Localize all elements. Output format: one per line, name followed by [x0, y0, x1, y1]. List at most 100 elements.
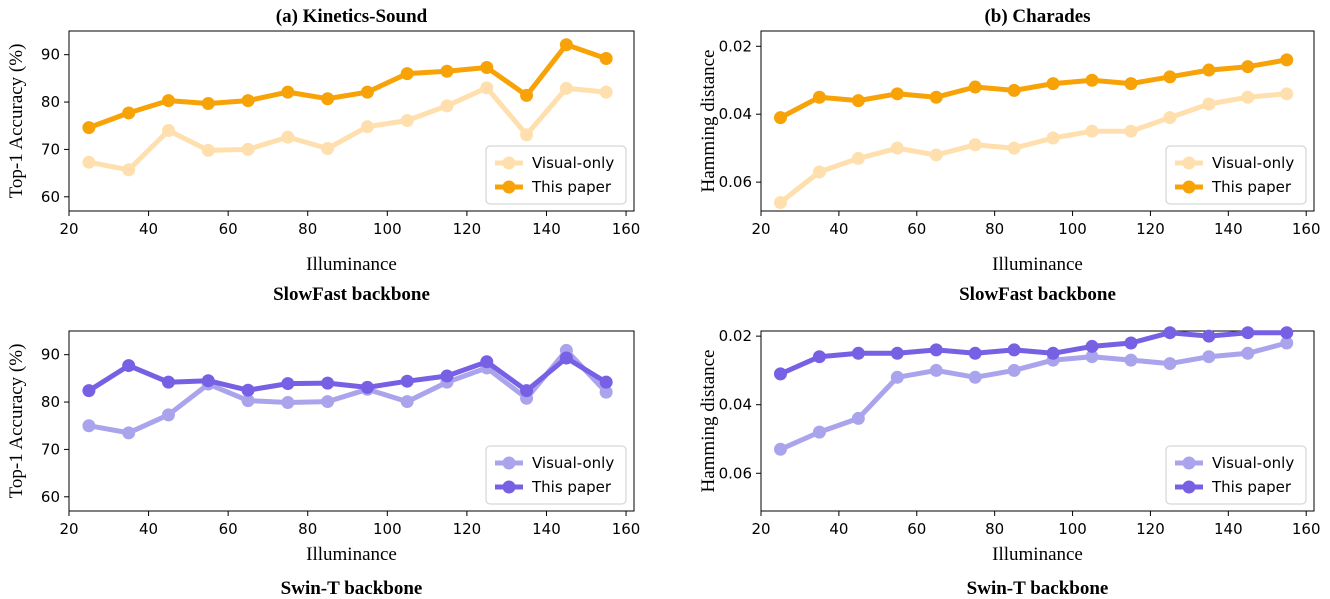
- data-point: [1241, 60, 1255, 74]
- data-point: [520, 384, 534, 398]
- x-tick-label: 160: [1292, 520, 1321, 538]
- data-point: [1241, 346, 1255, 360]
- legend-entry-label: Visual-only: [1212, 154, 1294, 172]
- data-point: [400, 395, 414, 409]
- legend-entry-label: This paper: [1211, 178, 1292, 196]
- legend-marker: [502, 456, 516, 470]
- data-point: [281, 377, 295, 391]
- series-line-this-paper: [86, 355, 609, 394]
- x-tick-label: 160: [1292, 220, 1321, 238]
- plot-frame: [760, 330, 1315, 512]
- data-point: [161, 94, 175, 108]
- data-point: [559, 351, 573, 365]
- legend-marker: [1182, 156, 1196, 170]
- backbone-caption: Swin-T backbone: [967, 578, 1109, 599]
- data-point: [161, 123, 175, 137]
- data-point: [929, 363, 943, 377]
- data-point: [241, 142, 255, 156]
- legend-marker: [502, 180, 516, 194]
- data-point: [968, 346, 982, 360]
- data-point: [480, 60, 494, 74]
- data-point: [1085, 350, 1099, 364]
- data-point: [1202, 350, 1216, 364]
- data-point: [599, 375, 613, 389]
- legend-entry-label: Visual-only: [1212, 454, 1294, 472]
- data-point: [1163, 326, 1177, 340]
- data-point: [968, 138, 982, 152]
- data-point: [812, 165, 826, 179]
- series-line-visual-only: [86, 347, 609, 436]
- plot-frame: [68, 330, 635, 512]
- y-tick-label: 70: [41, 140, 60, 158]
- data-point: [480, 355, 494, 369]
- x-tick-label: 40: [139, 220, 158, 238]
- backbone-caption: SlowFast backbone: [959, 284, 1116, 305]
- data-point: [1202, 63, 1216, 77]
- legend-marker: [1182, 456, 1196, 470]
- data-point: [968, 80, 982, 94]
- data-point: [1202, 97, 1216, 111]
- y-tick-label: 70: [41, 440, 60, 458]
- data-point: [929, 148, 943, 162]
- x-tick-label: 120: [1136, 520, 1165, 538]
- data-point: [890, 370, 904, 384]
- legend-entry-label: This paper: [1211, 478, 1292, 496]
- data-point: [1163, 357, 1177, 371]
- x-tick-label: 60: [219, 220, 238, 238]
- x-tick-label: 100: [1058, 520, 1087, 538]
- y-tick-label: 80: [41, 93, 60, 111]
- data-point: [1124, 336, 1138, 350]
- data-point: [1280, 326, 1294, 340]
- legend-marker: [1182, 180, 1196, 194]
- data-point: [773, 367, 787, 381]
- x-tick-label: 20: [751, 220, 770, 238]
- data-point: [812, 90, 826, 104]
- legend-entry-label: This paper: [531, 478, 612, 496]
- data-point: [360, 120, 374, 134]
- data-point: [851, 94, 865, 108]
- chart-title: (a) Kinetics-Sound: [276, 6, 428, 27]
- x-tick-label: 100: [1058, 220, 1087, 238]
- data-point: [1241, 326, 1255, 340]
- data-point: [559, 81, 573, 95]
- legend: Visual-only This paper: [485, 445, 627, 505]
- x-tick-label: 120: [1136, 220, 1165, 238]
- y-axis-label: Top-1 Accuracy (%): [6, 44, 27, 199]
- data-point: [1007, 343, 1021, 357]
- data-point: [82, 384, 96, 398]
- legend: Visual-only This paper: [1165, 145, 1307, 205]
- x-tick-label: 120: [453, 520, 482, 538]
- data-point: [440, 99, 454, 113]
- data-point: [1046, 77, 1060, 91]
- ch-swin-panel: 20 40 60 80 100 120 140 160 0.02 0.04 0.06 Illumina…: [698, 326, 1321, 599]
- data-point: [812, 350, 826, 364]
- data-point: [201, 96, 215, 110]
- data-point: [520, 128, 534, 142]
- data-point: [1124, 353, 1138, 367]
- series-line-visual-only: [778, 91, 1290, 205]
- data-point: [1046, 346, 1060, 360]
- data-point: [241, 383, 255, 397]
- x-tick-label: 60: [219, 520, 238, 538]
- data-point: [241, 94, 255, 108]
- x-tick-label: 80: [985, 520, 1004, 538]
- data-point: [1124, 77, 1138, 91]
- data-point: [968, 370, 982, 384]
- data-point: [1163, 111, 1177, 125]
- data-point: [851, 346, 865, 360]
- ch-slowfast-panel: (b) Charades 20 40 60 80 100 120 140 160 0.02 0.04…: [698, 6, 1321, 305]
- data-point: [1046, 131, 1060, 145]
- data-point: [321, 395, 335, 409]
- data-point: [812, 425, 826, 439]
- data-point: [929, 343, 943, 357]
- data-point: [520, 88, 534, 102]
- data-point: [1163, 70, 1177, 84]
- y-tick-label: 0.06: [719, 173, 752, 191]
- x-tick-label: 40: [139, 520, 158, 538]
- x-tick-label: 80: [985, 220, 1004, 238]
- data-point: [281, 85, 295, 99]
- x-tick-label: 100: [373, 520, 402, 538]
- legend-marker: [1182, 480, 1196, 494]
- y-tick-label: 90: [41, 46, 60, 64]
